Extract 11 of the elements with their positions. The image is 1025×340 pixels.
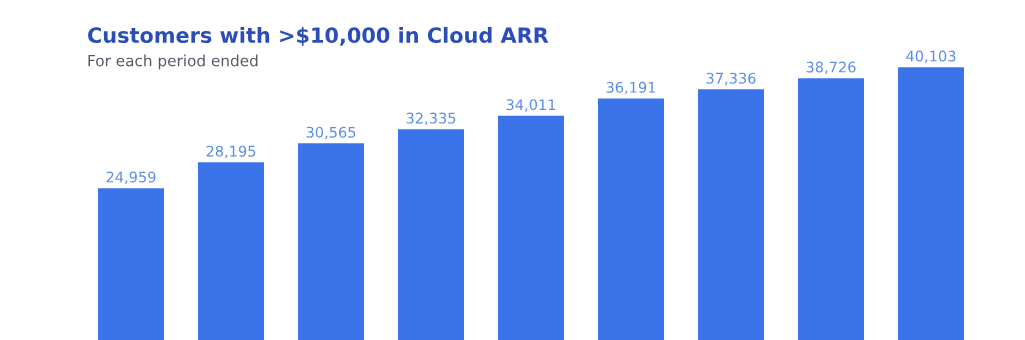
data-label: 40,103	[906, 50, 956, 64]
data-label: 34,011	[506, 99, 556, 112]
data-label: 30,565	[306, 126, 356, 140]
data-label: 28,195	[206, 145, 256, 159]
data-label: 37,336	[706, 72, 756, 86]
data-label: 38,726	[806, 61, 856, 75]
data-label: 36,191	[606, 81, 656, 95]
data-label: 32,335	[406, 112, 456, 126]
chart-title: Customers with >$10,000 in Cloud ARR	[88, 26, 549, 46]
chart-subtitle: For each period ended	[88, 54, 258, 70]
data-label: 24,959	[106, 171, 156, 185]
